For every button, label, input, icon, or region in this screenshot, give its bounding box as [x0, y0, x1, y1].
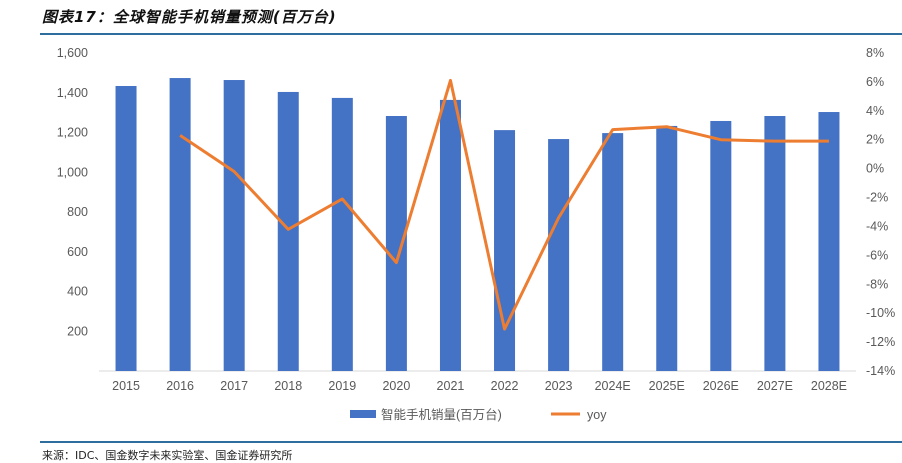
left-tick-label: 200: [67, 324, 88, 338]
title-divider: [40, 33, 902, 35]
legend-line-label: yoy: [587, 408, 607, 422]
bar: [494, 130, 516, 371]
bar: [548, 139, 570, 371]
right-tick-label: 8%: [866, 46, 884, 60]
x-tick-label: 2019: [328, 379, 356, 393]
bar: [169, 78, 191, 371]
right-tick-label: 6%: [866, 75, 884, 89]
x-tick-label: 2016: [166, 379, 194, 393]
bar: [602, 133, 624, 371]
source-divider: [40, 441, 902, 443]
right-tick-label: -2%: [866, 191, 888, 205]
x-tick-label: 2021: [437, 379, 465, 393]
bar: [115, 85, 137, 372]
x-tick-label: 2025E: [649, 379, 685, 393]
bar: [439, 99, 461, 371]
right-tick-label: -4%: [866, 219, 888, 233]
x-tick-label: 2024E: [595, 379, 631, 393]
right-tick-label: -8%: [866, 277, 888, 291]
left-tick-label: 1,000: [57, 165, 88, 179]
x-tick-label: 2018: [274, 379, 302, 393]
right-tick-label: 2%: [866, 133, 884, 147]
right-tick-label: -6%: [866, 248, 888, 262]
x-tick-label: 2015: [112, 379, 140, 393]
chart: 200 400 600 800 1,000 1,200 1,400 1,600 8% 6% 4% 2%…: [57, 46, 895, 422]
x-tick-label: 2027E: [757, 379, 793, 393]
legend-bar-label: 智能手机销量(百万台): [381, 407, 502, 422]
bar: [385, 116, 407, 371]
x-tick-label: 2023: [545, 379, 573, 393]
right-tick-label: 4%: [866, 104, 884, 118]
yoy-line: [179, 78, 829, 331]
left-tick-label: 1,200: [57, 126, 88, 140]
left-tick-label: 1,400: [57, 86, 88, 100]
x-tick-label: 2017: [220, 379, 248, 393]
right-tick-label: -12%: [866, 335, 895, 349]
left-tick-label: 400: [67, 285, 88, 299]
source-note: 来源：IDC、国金数字未来实验室、国金证券研究所: [42, 449, 293, 462]
right-tick-label: -14%: [866, 364, 895, 378]
x-tick-label: 2026E: [703, 379, 739, 393]
x-tick-label: 2028E: [811, 379, 847, 393]
legend-bar-swatch: [350, 410, 376, 418]
chart-title: 图表17：全球智能手机销量预测(百万台): [42, 8, 337, 26]
left-tick-label: 800: [67, 205, 88, 219]
bar: [710, 120, 732, 371]
right-tick-label: 0%: [866, 162, 884, 176]
left-tick-label: 1,600: [57, 46, 88, 60]
x-tick-label: 2020: [382, 379, 410, 393]
bar: [656, 125, 678, 371]
bar: [818, 112, 840, 371]
x-tick-label: 2022: [491, 379, 519, 393]
bar: [331, 97, 353, 371]
bar: [764, 116, 786, 371]
right-tick-label: -10%: [866, 306, 895, 320]
left-tick-label: 600: [67, 245, 88, 259]
bar: [277, 91, 299, 371]
bar: [223, 80, 245, 371]
